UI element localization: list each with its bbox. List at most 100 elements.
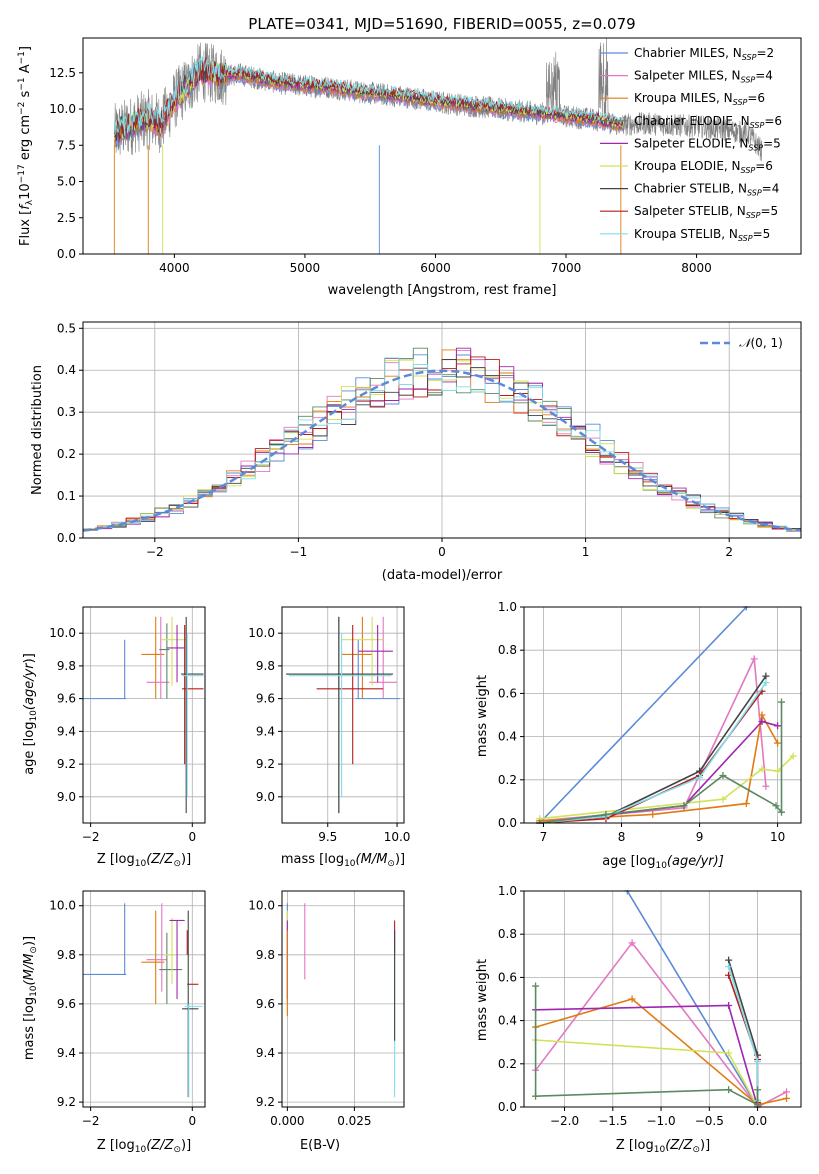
mass-weight-vs-age-ytick-label-3: 0.6 (498, 686, 517, 700)
age-vs-Z-ytick-label-5: 10.0 (49, 626, 76, 640)
mass-weight-vs-age-marker-8-2 (680, 802, 688, 810)
mass-vs-Z-ytick-label-0: 9.2 (57, 1095, 76, 1109)
mass-vs-Z-ytick-label-3: 9.8 (57, 948, 76, 962)
mass-weight-vs-age-marker-8-4 (772, 802, 780, 810)
mass-weight-vs-Z-panel: −2.0 −1.5 −1.0 −0.5 0.0 0.0 0.2 0.4 0.6 0.8 1.0 (498, 884, 802, 1128)
spectrum-ytick-label-4: 10.0 (49, 102, 76, 116)
legend-label-8: Kroupa STELIB, NSSP=5 (634, 227, 770, 243)
mass-weight-vs-Z-series-0 (626, 890, 759, 1108)
mass-weight-vs-Z-frame (523, 890, 802, 1108)
age-vs-Z-ylabel: age [log10(age/yr)] (22, 653, 39, 775)
residuals-ytick-label-2: 0.2 (57, 447, 76, 461)
mass-weight-vs-age-xlabel: age [log10(age/yr)] (602, 854, 724, 871)
mass-weight-vs-Z-marker-1-3 (783, 1088, 791, 1096)
mass-vs-Z-xlabel: Z [log10(Z/Z⊙)] (97, 1138, 191, 1155)
spectrum-xtick-label-1: 5000 (290, 261, 321, 275)
mass-vs-Z-clipped (83, 903, 203, 1098)
mass-weight-vs-Z-xtick-label-3: −0.5 (695, 1114, 724, 1128)
mass-weight-vs-age-ytick-label-4: 0.8 (498, 643, 517, 657)
mass-weight-vs-Z-series-2 (535, 998, 787, 1106)
mass-weight-vs-Z-marker-8-0 (532, 982, 540, 990)
legend-label-4: Salpeter ELODIE, NSSP=5 (634, 136, 781, 152)
gauss-curve (83, 369, 801, 532)
mass-weight-vs-Z-marker-1-1 (628, 939, 636, 947)
figure-title: PLATE=0341, MJD=51690, FIBERID=0055, z=0… (248, 15, 635, 33)
mass-weight-vs-age-xtick-label-1: 8 (618, 830, 626, 844)
spectrum-plot-area (113, 38, 762, 254)
legend-label-5: Kroupa ELODIE, NSSP=6 (634, 159, 773, 175)
mass-weight-vs-age-marker-7-3 (762, 679, 770, 687)
mass-weight-vs-Z-marker-8-4 (754, 1086, 762, 1094)
mass-weight-vs-Z-xtick-label-1: −1.5 (598, 1114, 627, 1128)
mass-weight-vs-Z-marker-7-0 (725, 963, 733, 971)
mass-weight-vs-age-marker-8-6 (777, 698, 785, 706)
mass-weight-vs-age-xtick-label-3: 10 (770, 830, 785, 844)
mass-weight-vs-age-marker-4-3 (774, 767, 782, 775)
age-vs-Z-ytick-label-0: 9.0 (57, 790, 76, 804)
spectrum-xtick-label-4: 8000 (681, 261, 712, 275)
mass-weight-vs-age-marker-5-3 (762, 672, 770, 680)
mass-weight-vs-age-ytick-label-2: 0.4 (498, 730, 517, 744)
mass-weight-vs-Z-marker-3-1 (725, 1001, 733, 1009)
mass-weight-vs-Z-ytick-label-2: 0.4 (498, 1014, 517, 1028)
mass-vs-ebv-frame (281, 890, 405, 1108)
mass-vs-ebv-xlabel: E(B-V) (300, 1138, 340, 1153)
age-vs-Z-ytick-label-3: 9.6 (57, 692, 76, 706)
mass-weight-vs-age-series-0 (539, 606, 747, 824)
residuals-xtick-label-2: 0 (438, 545, 446, 559)
spectrum-xtick-label-2: 6000 (420, 261, 451, 275)
age-vs-Z-xlabel: Z [log10(Z/Z⊙)] (97, 852, 191, 869)
mass-weight-vs-Z-xtick-label-0: −2.0 (550, 1114, 579, 1128)
age-vs-Z-xtick-label-0: −2 (82, 830, 100, 844)
residuals-ticks: −2 −1 0 1 2 0.0 0.1 0.2 0.3 0.4 0.5 (57, 321, 733, 559)
legend-label-3: Chabrier ELODIE, NSSP=6 (634, 114, 782, 130)
residuals-plot-area (83, 347, 801, 534)
age-vs-mass-xlabel: mass [log10(M/M⊙)] (281, 852, 405, 869)
residuals-ylabel: Normed distribution (30, 365, 45, 495)
mass-weight-vs-age-marker-2-2 (742, 800, 750, 808)
spectrum-xtick-label-3: 7000 (551, 261, 582, 275)
mass-weight-vs-age-series-7 (539, 682, 767, 824)
age-vs-Z-xtick-label-1: 0 (188, 830, 196, 844)
residuals-legend: 𝒩(0, 1) (700, 336, 783, 350)
model-line-6 (113, 59, 624, 141)
age-vs-Z-panel: −2 0 9.0 9.2 9.4 9.6 9.8 10.0 (49, 606, 206, 844)
legend-label-2: Kroupa MILES, NSSP=6 (634, 91, 765, 107)
residuals-ytick-label-3: 0.3 (57, 405, 76, 419)
spectrum-ytick-label-0: 0.0 (57, 247, 76, 261)
mass-weight-vs-Z-ytick-label-0: 0.0 (498, 1100, 517, 1114)
mass-weight-vs-Z-xlabel: Z [log10(Z/Z⊙)] (616, 1138, 710, 1155)
residuals-clipped (83, 347, 801, 534)
age-vs-mass-ytick-label-5: 10.0 (248, 626, 275, 640)
age-vs-mass-frame (281, 606, 405, 824)
mass-weight-vs-age-marker-2-3 (758, 711, 766, 719)
age-vs-mass-ytick-label-2: 9.4 (256, 724, 275, 738)
legend-label-7: Salpeter STELIB, NSSP=5 (634, 204, 778, 220)
mass-weight-vs-Z-ytick-label-4: 0.8 (498, 927, 517, 941)
age-vs-Z-clipped (83, 616, 204, 814)
mass-weight-vs-age-marker-7-2 (696, 774, 704, 782)
mass-weight-vs-Z-ylabel: mass weight (475, 959, 490, 1041)
model-line-8 (113, 55, 624, 136)
mass-weight-vs-age-xtick-label-2: 9 (696, 830, 704, 844)
mass-weight-vs-Z-xtick-label-4: 0.0 (748, 1114, 767, 1128)
mass-vs-Z-ylabel: mass [log10(M/M⊙)] (22, 936, 39, 1060)
age-vs-mass-ytick-label-1: 9.2 (256, 757, 275, 771)
spectrum-frame (82, 37, 802, 255)
mass-weight-vs-age-marker-8-1 (602, 810, 610, 818)
age-vs-mass-ytick-label-0: 9.0 (256, 790, 275, 804)
mass-weight-vs-Z-ytick-label-5: 1.0 (498, 884, 517, 898)
mass-weight-vs-Z-marker-2-3 (783, 1094, 791, 1102)
mass-weight-vs-age-marker-3-3 (774, 722, 782, 730)
mass-weight-vs-Z-series-1 (534, 941, 787, 1108)
mass-weight-vs-age-marker-4-2 (758, 765, 766, 773)
residuals-ytick-label-0: 0.0 (57, 531, 76, 545)
mass-weight-vs-age-marker-3-2 (758, 717, 766, 725)
spectrum-ytick-label-2: 5.0 (57, 175, 76, 189)
spectrum-ytick-label-3: 7.5 (57, 138, 76, 152)
age-vs-Z-ytick-label-2: 9.4 (57, 724, 76, 738)
age-vs-Z-frame (82, 606, 206, 824)
mass-vs-ebv-ytick-label-0: 9.2 (256, 1095, 275, 1109)
mass-vs-ebv-xtick-label-1: 0.025 (337, 1114, 371, 1128)
mass-weight-vs-Z-ytick-label-1: 0.2 (498, 1057, 517, 1071)
